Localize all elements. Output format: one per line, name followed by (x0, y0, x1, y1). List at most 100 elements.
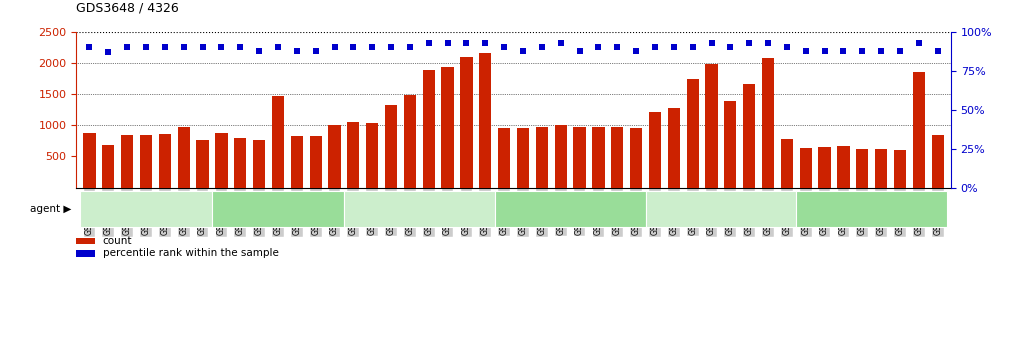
Point (722, 45, 738, 50)
Bar (366, 124, 378, 188)
Bar (819, 147, 831, 188)
Point (345, 45, 361, 50)
Point (892, 48, 908, 53)
Text: agent ▶: agent ▶ (29, 204, 71, 214)
Bar (461, 57, 473, 188)
Point (402, 45, 418, 50)
Bar (159, 134, 171, 188)
Point (459, 40, 475, 46)
Point (157, 45, 173, 50)
Text: GDS3648 / 4326: GDS3648 / 4326 (76, 1, 179, 14)
Bar (479, 53, 491, 188)
Bar (423, 70, 435, 188)
Point (383, 45, 400, 50)
Bar (706, 64, 718, 188)
Point (496, 45, 513, 50)
Bar (517, 129, 529, 188)
Text: linoleic acid: linoleic acid (247, 204, 309, 214)
Point (930, 48, 946, 53)
Bar (536, 127, 548, 188)
Bar (216, 133, 228, 188)
Point (439, 40, 456, 46)
Text: octanoic acid: octanoic acid (384, 204, 454, 214)
Point (515, 48, 531, 53)
Bar (894, 150, 906, 188)
Bar (196, 140, 208, 188)
Text: stearic acid: stearic acid (841, 204, 902, 214)
Bar (875, 149, 887, 188)
Point (421, 40, 437, 46)
Point (704, 40, 720, 46)
Point (232, 45, 248, 50)
Point (684, 45, 701, 50)
Point (326, 45, 343, 50)
Bar (272, 96, 284, 188)
Point (873, 48, 889, 53)
Bar (837, 147, 849, 188)
Text: control: control (128, 204, 164, 214)
Bar (630, 128, 642, 188)
Bar (328, 125, 341, 188)
Point (760, 40, 776, 46)
Bar (234, 138, 246, 188)
Text: count: count (103, 236, 132, 246)
Point (627, 48, 644, 53)
Point (81, 45, 98, 50)
Point (289, 48, 305, 53)
Point (552, 40, 569, 46)
Text: palmitic acid: palmitic acid (687, 204, 755, 214)
Point (364, 45, 380, 50)
Point (477, 40, 493, 46)
Bar (441, 67, 454, 188)
Point (854, 48, 871, 53)
Bar (347, 122, 359, 188)
Point (251, 48, 267, 53)
Bar (668, 108, 680, 188)
Bar (83, 133, 96, 188)
Point (307, 48, 323, 53)
Bar (140, 135, 153, 188)
Bar (932, 135, 944, 188)
Point (534, 45, 550, 50)
Bar (724, 101, 736, 188)
Bar (686, 79, 699, 188)
Point (138, 45, 155, 50)
Bar (799, 148, 812, 188)
Bar (781, 139, 793, 188)
Bar (611, 127, 623, 188)
Point (176, 45, 192, 50)
Point (119, 45, 135, 50)
Bar (498, 128, 511, 188)
Bar (291, 136, 303, 188)
Bar (121, 135, 133, 188)
Point (835, 48, 851, 53)
Bar (762, 58, 774, 188)
Text: percentile rank within the sample: percentile rank within the sample (103, 249, 279, 258)
Bar (309, 136, 321, 188)
Point (797, 48, 814, 53)
Point (572, 48, 588, 53)
Point (609, 45, 625, 50)
Point (741, 40, 758, 46)
Point (590, 45, 606, 50)
Bar (743, 84, 756, 188)
Bar (178, 127, 190, 188)
Point (817, 48, 833, 53)
Bar (554, 125, 566, 188)
Bar (649, 112, 661, 188)
Point (647, 45, 663, 50)
Point (910, 40, 926, 46)
Bar (385, 105, 398, 188)
Point (194, 45, 211, 50)
Bar (253, 140, 265, 188)
Text: oleic acid: oleic acid (545, 204, 595, 214)
Bar (592, 127, 604, 188)
Bar (102, 145, 115, 188)
Point (214, 45, 230, 50)
Bar (856, 149, 869, 188)
Bar (574, 127, 586, 188)
Bar (912, 72, 925, 188)
Point (779, 45, 795, 50)
Point (270, 45, 286, 50)
Point (666, 45, 682, 50)
